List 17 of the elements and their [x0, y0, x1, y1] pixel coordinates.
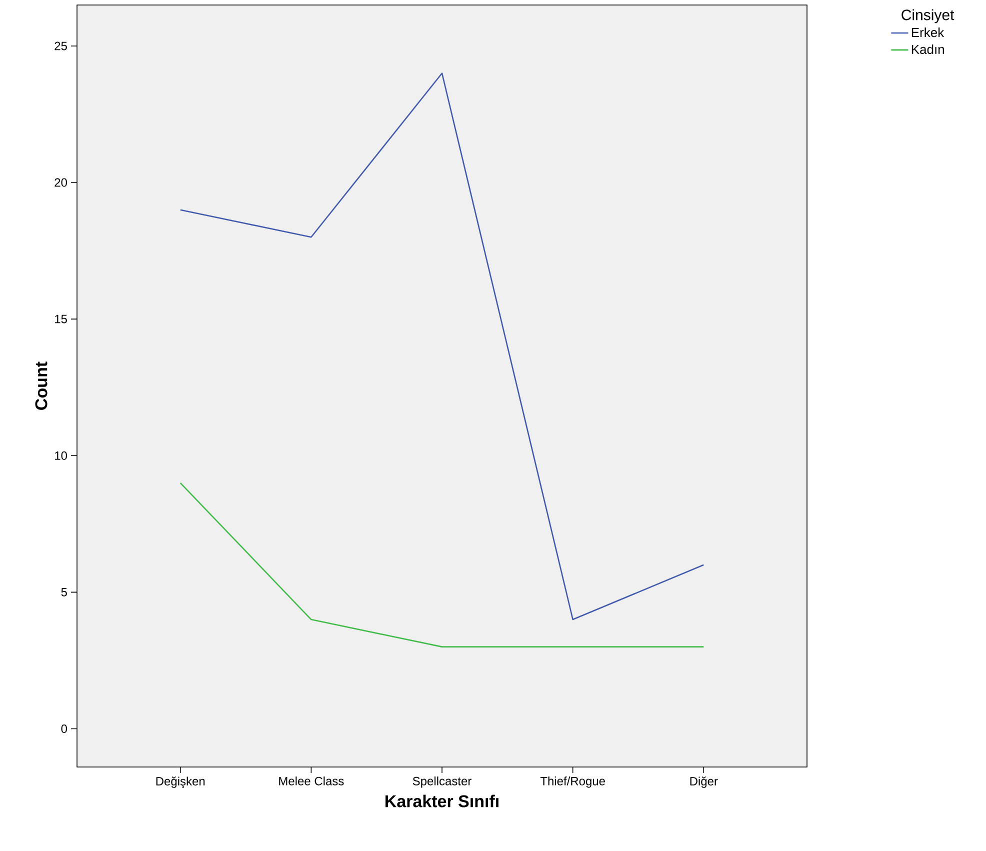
- line-series: [180, 72, 704, 620]
- legend-label: Kadın: [912, 44, 944, 54]
- y-tick-label: 0: [61, 724, 68, 733]
- legend-title: Cinsiyet: [902, 9, 954, 24]
- y-tick-label: 10: [55, 451, 68, 460]
- x-tick-label: Melee Class: [279, 776, 344, 786]
- x-tick-label: Diğer: [690, 776, 718, 788]
- x-tick-label: Thief/Rogue: [540, 776, 605, 788]
- x-tick-label: Değişken: [156, 776, 205, 788]
- x-axis-title: Karakter Sınıfı: [386, 794, 498, 808]
- y-tick-label: 5: [61, 588, 67, 596]
- y-tick-label: 25: [54, 42, 67, 50]
- y-tick-label: 15: [55, 314, 67, 324]
- legend-label: Erkek: [912, 28, 944, 38]
- y-axis-title: Count: [35, 362, 48, 410]
- y-tick-label: 20: [54, 178, 68, 187]
- x-tick-label: Spellcaster: [412, 776, 472, 788]
